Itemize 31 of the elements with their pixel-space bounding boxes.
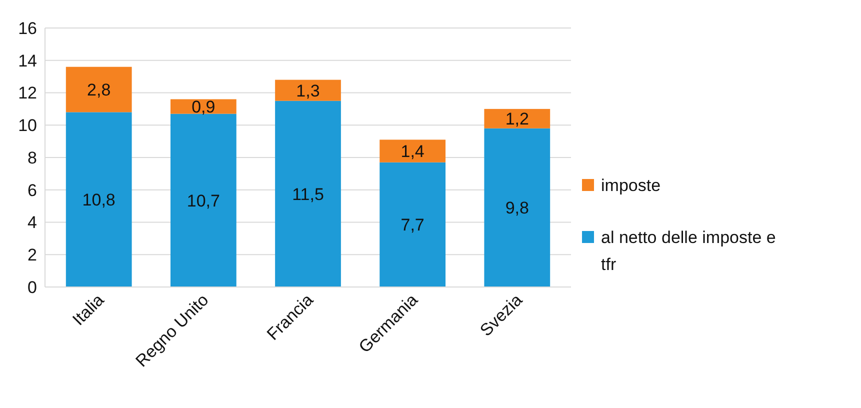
data-label: 1,3 (296, 81, 320, 100)
data-label: 2,8 (87, 80, 111, 100)
y-tick-label: 4 (28, 213, 37, 232)
y-tick-label: 8 (28, 148, 37, 168)
bar (66, 66, 132, 112)
y-tick-label: 6 (28, 180, 37, 200)
data-label: 10,8 (82, 190, 116, 210)
data-label: 1,2 (505, 110, 529, 129)
bar (484, 128, 550, 287)
y-tick-label: 16 (18, 18, 37, 38)
data-label: 7,7 (400, 216, 424, 235)
legend-label: imposte (601, 176, 661, 195)
y-tick-label: 10 (18, 116, 37, 136)
bar (170, 114, 236, 287)
data-label: 1,4 (400, 142, 424, 161)
data-label: 9,8 (505, 198, 529, 218)
y-tick-label: 2 (28, 246, 37, 265)
data-label: 11,5 (292, 184, 324, 204)
bar (170, 99, 236, 114)
data-label: 10,7 (186, 191, 220, 210)
bar (275, 100, 341, 287)
legend-label: al netto delle imposte e tfr (601, 228, 776, 274)
bar (66, 112, 132, 287)
y-tick-label: 14 (18, 51, 37, 70)
bar (380, 140, 446, 162)
data-label: 0,9 (192, 97, 216, 116)
bar (484, 108, 550, 128)
bar (275, 80, 341, 101)
y-tick-label: 12 (18, 84, 37, 103)
bar (380, 162, 446, 287)
y-tick-label: 0 (28, 278, 37, 297)
